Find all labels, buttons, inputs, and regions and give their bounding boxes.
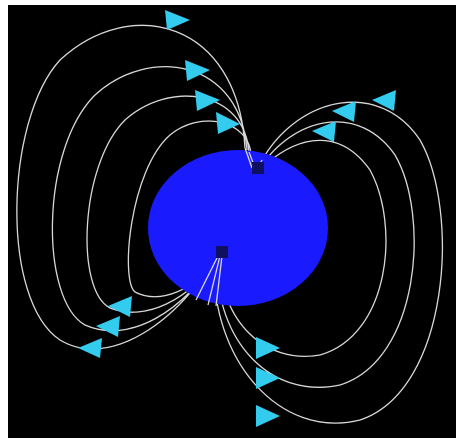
- planet: [148, 150, 328, 306]
- field-line: [215, 255, 223, 307]
- arrowheads: [78, 10, 396, 427]
- arrowhead: [312, 121, 336, 142]
- field-line: [213, 101, 444, 424]
- field-line: [195, 255, 219, 301]
- arrowhead: [216, 112, 240, 134]
- arrowhead: [256, 405, 280, 427]
- arrowhead: [96, 316, 120, 337]
- field-line: [244, 147, 253, 169]
- arrowhead: [78, 338, 102, 358]
- arrowhead: [256, 367, 280, 389]
- arrowhead: [256, 337, 280, 359]
- arrowhead: [372, 90, 396, 111]
- arrowhead: [108, 296, 132, 317]
- field-lines: [16, 24, 444, 424]
- south-pole: [216, 246, 228, 258]
- arrowhead: [165, 10, 190, 30]
- field-line: [16, 24, 246, 350]
- field-line: [207, 255, 221, 306]
- field-line: [216, 121, 415, 388]
- field-line: [219, 139, 387, 357]
- arrowhead: [332, 101, 356, 122]
- north-pole: [252, 162, 264, 174]
- arrowhead: [185, 60, 210, 81]
- arrowhead: [195, 90, 220, 111]
